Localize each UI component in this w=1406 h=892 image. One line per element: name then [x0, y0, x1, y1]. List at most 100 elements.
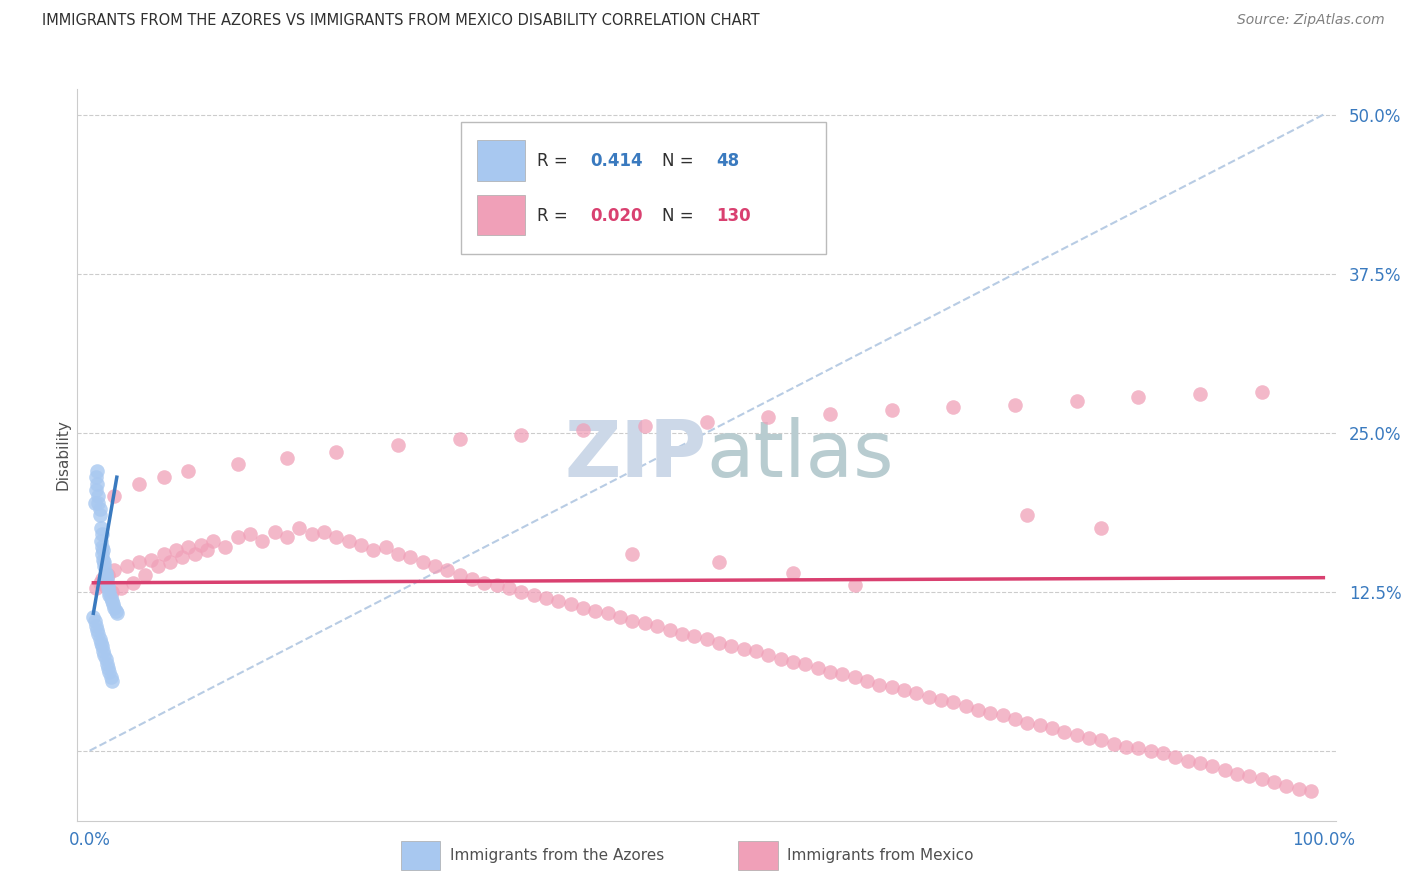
Point	[98, 665, 121, 679]
Text: 130: 130	[717, 207, 751, 225]
Point	[707, 635, 730, 649]
Point	[97, 578, 120, 592]
Point	[337, 533, 360, 548]
Point	[1201, 759, 1223, 773]
Point	[87, 495, 110, 509]
Point	[239, 527, 262, 541]
Point	[214, 540, 236, 554]
Point	[87, 626, 110, 640]
Point	[93, 648, 115, 663]
Point	[523, 589, 546, 603]
Point	[510, 584, 533, 599]
Point	[1250, 384, 1272, 399]
Point	[84, 470, 107, 484]
Point	[276, 451, 298, 466]
Point	[572, 423, 595, 437]
Point	[1040, 721, 1063, 735]
Point	[905, 686, 928, 700]
Point	[276, 530, 298, 544]
Point	[868, 677, 890, 691]
Point	[128, 476, 150, 491]
Point	[1213, 763, 1236, 777]
Point	[1078, 731, 1101, 745]
Point	[86, 476, 108, 491]
Point	[449, 568, 471, 582]
Point	[1066, 728, 1088, 742]
Point	[152, 470, 174, 484]
Point	[84, 483, 107, 497]
Point	[658, 623, 681, 637]
Point	[585, 604, 607, 618]
Text: IMMIGRANTS FROM THE AZORES VS IMMIGRANTS FROM MEXICO DISABILITY CORRELATION CHAR: IMMIGRANTS FROM THE AZORES VS IMMIGRANTS…	[42, 13, 759, 29]
Text: N =: N =	[662, 207, 699, 225]
Point	[967, 703, 990, 717]
Point	[449, 432, 471, 446]
Point	[121, 575, 143, 590]
Point	[90, 521, 112, 535]
Point	[991, 708, 1014, 723]
Point	[165, 542, 187, 557]
Point	[83, 495, 105, 509]
Point	[89, 632, 111, 646]
Point	[90, 533, 112, 548]
Point	[498, 581, 520, 595]
Point	[1299, 784, 1322, 798]
Point	[893, 682, 915, 697]
Point	[97, 661, 120, 675]
Point	[1239, 769, 1261, 783]
Point	[596, 607, 619, 621]
Point	[93, 559, 115, 574]
Point	[1017, 715, 1039, 730]
Point	[412, 556, 434, 570]
Y-axis label: Disability: Disability	[55, 419, 70, 491]
Point	[374, 540, 396, 554]
Point	[104, 604, 127, 618]
Point	[90, 635, 112, 649]
Point	[880, 402, 903, 417]
Point	[115, 559, 138, 574]
Point	[856, 673, 879, 688]
Text: Immigrants from Mexico: Immigrants from Mexico	[787, 848, 974, 863]
Point	[756, 648, 779, 663]
Text: Immigrants from the Azores: Immigrants from the Azores	[450, 848, 664, 863]
Point	[782, 566, 804, 580]
Point	[91, 640, 114, 654]
Point	[399, 550, 422, 565]
Point	[105, 607, 128, 621]
Point	[1250, 772, 1272, 786]
Point	[84, 619, 107, 633]
Point	[103, 601, 125, 615]
Point	[312, 524, 335, 539]
Point	[634, 616, 657, 631]
Point	[745, 644, 768, 658]
Point	[100, 670, 122, 684]
Point	[510, 428, 533, 442]
Point	[806, 661, 828, 675]
Text: ZIP: ZIP	[564, 417, 707, 493]
Point	[110, 581, 132, 595]
Point	[94, 652, 117, 666]
Point	[1164, 750, 1187, 764]
Point	[942, 401, 965, 415]
Point	[91, 553, 114, 567]
Point	[91, 542, 114, 557]
Point	[1053, 724, 1076, 739]
Point	[1275, 779, 1298, 793]
Point	[195, 542, 218, 557]
Point	[1090, 521, 1112, 535]
Point	[89, 508, 111, 523]
Point	[572, 601, 595, 615]
Point	[86, 623, 108, 637]
Point	[1004, 712, 1026, 726]
Point	[609, 610, 631, 624]
Point	[1028, 718, 1050, 732]
Point	[955, 699, 977, 714]
Point	[288, 521, 311, 535]
Text: R =: R =	[537, 152, 572, 169]
Point	[84, 581, 107, 595]
Text: 0.020: 0.020	[591, 207, 643, 225]
Text: 48: 48	[717, 152, 740, 169]
Point	[696, 416, 718, 430]
Point	[474, 575, 496, 590]
Point	[91, 572, 114, 586]
